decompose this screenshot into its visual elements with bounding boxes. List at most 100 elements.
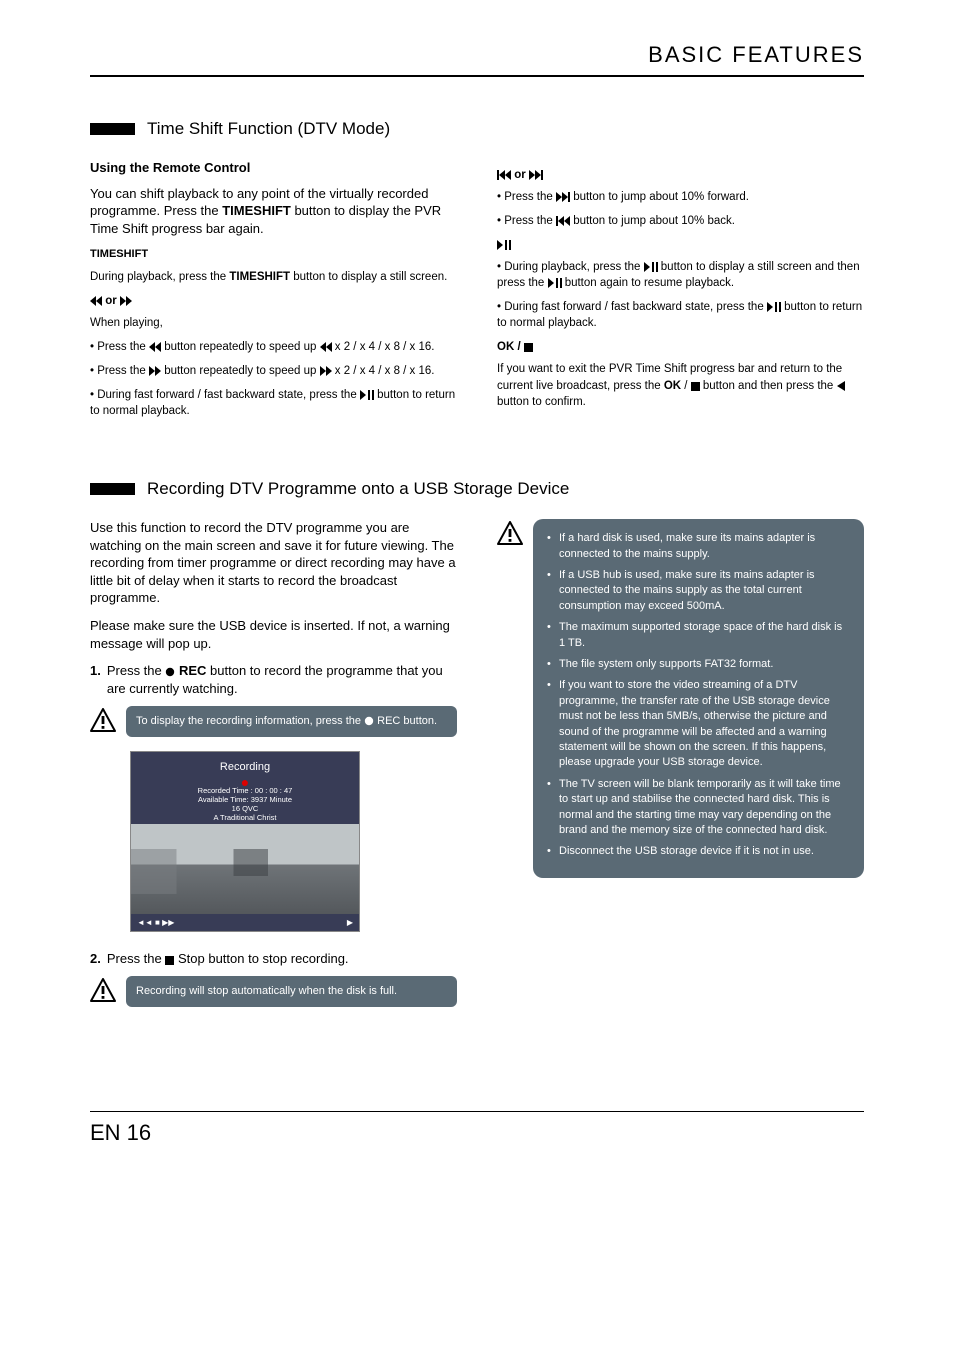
text: Stop button to stop recording. [174, 951, 348, 966]
playpause-icon [767, 302, 781, 312]
record-icon [364, 716, 374, 726]
programme-name: A Traditional Christ [135, 813, 355, 822]
text: button to jump about 10% back. [570, 215, 735, 227]
s2-p2: Please make sure the USB device is inser… [90, 617, 457, 652]
stop-icon [691, 382, 700, 391]
fastforward-icon [149, 366, 161, 376]
section1-right: or • Press the button to jump about 10% … [497, 159, 864, 428]
text: x 2 / x 4 / x 8 / x 16. [332, 365, 435, 377]
playpause-icon [360, 390, 374, 400]
footer: EN 16 [90, 1111, 864, 1149]
or-text: or [102, 295, 120, 307]
bullet-ff: • Press the button repeatedly to speed u… [90, 363, 457, 379]
section2-title: Recording DTV Programme onto a USB Stora… [147, 477, 569, 501]
record-icon [165, 667, 175, 677]
text: • During fast forward / fast backward st… [90, 389, 360, 401]
fastforward-icon [320, 366, 332, 376]
section2-header: Recording DTV Programme onto a USB Stora… [90, 477, 864, 501]
bold: TIMESHIFT [229, 271, 290, 283]
text: Press the [107, 663, 166, 678]
bullet-rw: • Press the button repeatedly to speed u… [90, 339, 457, 355]
text: button repeatedly to speed up [161, 341, 320, 353]
text: button again to resume playback. [562, 277, 735, 289]
skip-forward-icon [529, 170, 543, 180]
section2-left: Use this function to record the DTV prog… [90, 519, 457, 1021]
list-item: Disconnect the USB storage device if it … [547, 844, 850, 859]
section2-columns: Use this function to record the DTV prog… [90, 519, 864, 1021]
note1-box: To display the recording information, pr… [90, 706, 457, 737]
timeshift-head: TIMESHIFT [90, 247, 457, 262]
playpause-b2: • During fast forward / fast backward st… [497, 299, 864, 331]
text: • Press the [90, 365, 149, 377]
skip-forward-icon [556, 192, 570, 202]
text: / [681, 380, 691, 392]
fastforward-icon [120, 296, 132, 306]
text: REC button. [374, 715, 437, 727]
list-item: If you want to store the video streaming… [547, 678, 850, 770]
warning-icon [497, 521, 523, 545]
text: • During fast forward / fast backward st… [497, 301, 767, 313]
text: button to jump about 10% forward. [570, 191, 749, 203]
ctrl-left: ◄◄ ■ ▶▶ [137, 917, 174, 928]
page-header: BASIC FEATURES [90, 40, 864, 77]
okstop-head: OK / [497, 339, 864, 355]
step-number: 1. [90, 662, 101, 698]
section1-title: Time Shift Function (DTV Mode) [147, 117, 390, 141]
recording-figure: Recording ● Recorded Time : 00 : 00 : 47… [130, 751, 360, 932]
timeshift-text: During playback, press the TIMESHIFT but… [90, 269, 457, 285]
rw-ff-head: or [90, 293, 457, 309]
text: • Press the [497, 191, 556, 203]
playpause-icon [548, 278, 562, 288]
ctrl-right: ▶ [347, 917, 353, 928]
left-icon [837, 381, 845, 391]
record-dot-icon: ● [135, 778, 355, 786]
text: To display the recording information, pr… [136, 715, 364, 727]
text: • Press the [90, 341, 149, 353]
text: button to display a still screen. [290, 271, 447, 283]
rewind-icon [90, 296, 102, 306]
warning-icon [90, 708, 116, 732]
section-marker [90, 123, 135, 135]
section2-right: If a hard disk is used, make sure its ma… [497, 519, 864, 1021]
text: x 2 / x 4 / x 8 / x 16. [332, 341, 435, 353]
list-item: The file system only supports FAT32 form… [547, 657, 850, 672]
playpause-icon [497, 240, 511, 250]
bullet-return: • During fast forward / fast backward st… [90, 387, 457, 419]
rewind-icon [149, 342, 161, 352]
note1-content: To display the recording information, pr… [126, 706, 457, 737]
list-item: If a USB hub is used, make sure its main… [547, 568, 850, 614]
list-item: The TV screen will be blank temporarily … [547, 777, 850, 839]
bullet-next: • Press the button to jump about 10% for… [497, 189, 864, 205]
rewind-icon [320, 342, 332, 352]
playpause-head [497, 237, 864, 253]
step-number: 2. [90, 950, 101, 968]
playpause-icon [644, 262, 658, 272]
timeshift-word: TIMESHIFT [222, 203, 291, 218]
text: During playback, press the [90, 271, 229, 283]
prev-next-head: or [497, 167, 864, 183]
big-note-list: If a hard disk is used, make sure its ma… [547, 531, 850, 859]
step-text: Press the REC button to record the progr… [107, 662, 457, 698]
recorded-time: Recorded Time : 00 : 00 : 47 [135, 786, 355, 795]
skip-back-icon [556, 216, 570, 226]
step-text: Press the Stop button to stop recording. [107, 950, 349, 968]
okstop-text: If you want to exit the PVR Time Shift p… [497, 361, 864, 409]
intro-text: You can shift playback to any point of t… [90, 185, 457, 238]
step2: 2. Press the Stop button to stop recordi… [90, 950, 457, 968]
big-note-box: If a hard disk is used, make sure its ma… [497, 519, 864, 877]
list-item: The maximum supported storage space of t… [547, 620, 850, 651]
playpause-b1: • During playback, press the button to d… [497, 259, 864, 291]
bullet-prev: • Press the button to jump about 10% bac… [497, 213, 864, 229]
step1: 1. Press the REC button to record the pr… [90, 662, 457, 698]
ok-text: OK [497, 341, 514, 353]
s2-p1: Use this function to record the DTV prog… [90, 519, 457, 607]
slash: / [514, 341, 524, 353]
recording-preview [131, 824, 359, 914]
section1-header: Time Shift Function (DTV Mode) [90, 117, 864, 141]
list-item: If a hard disk is used, make sure its ma… [547, 531, 850, 562]
text: • During playback, press the [497, 261, 644, 273]
warning-icon [90, 978, 116, 1002]
section1-left: Using the Remote Control You can shift p… [90, 159, 457, 428]
note2-content: Recording will stop automatically when t… [126, 976, 457, 1007]
available-time: Available Time: 3937 Minute [135, 795, 355, 804]
